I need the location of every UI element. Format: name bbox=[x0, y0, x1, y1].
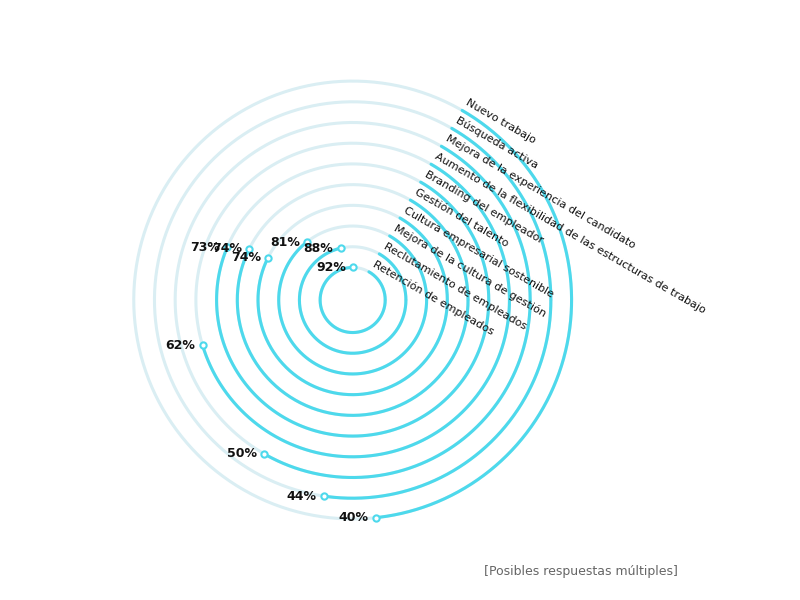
Text: Nuevo trabajo: Nuevo trabajo bbox=[465, 98, 538, 146]
Text: Gestión del talento: Gestión del talento bbox=[413, 187, 510, 249]
Text: Búsqueda activa: Búsqueda activa bbox=[454, 115, 540, 171]
Text: 40%: 40% bbox=[338, 511, 369, 524]
Text: [Posibles respuestas múltiples]: [Posibles respuestas múltiples] bbox=[484, 565, 678, 578]
Text: Aumento de la flexibilidad de las estructuras de trabajo: Aumento de la flexibilidad de las estruc… bbox=[434, 151, 707, 316]
Text: 74%: 74% bbox=[230, 251, 261, 265]
Text: 81%: 81% bbox=[270, 236, 300, 248]
Text: 62%: 62% bbox=[166, 339, 195, 352]
Text: Mejora de la cultura de gestión: Mejora de la cultura de gestión bbox=[392, 223, 548, 319]
Text: Retención de empleados: Retención de empleados bbox=[371, 259, 496, 337]
Text: Reclutamiento de empleados: Reclutamiento de empleados bbox=[382, 241, 528, 331]
Text: Branding del empleador: Branding del empleador bbox=[423, 169, 545, 245]
Text: 88%: 88% bbox=[304, 242, 334, 254]
Text: Mejora de la experiencia del candidato: Mejora de la experiencia del candidato bbox=[444, 134, 637, 251]
Text: 73%: 73% bbox=[190, 241, 220, 254]
Text: 50%: 50% bbox=[227, 447, 257, 460]
Text: 44%: 44% bbox=[286, 490, 317, 503]
Text: Cultura empresarial sostenible: Cultura empresarial sostenible bbox=[402, 205, 555, 299]
Text: 92%: 92% bbox=[316, 261, 346, 274]
Text: 74%: 74% bbox=[212, 242, 242, 255]
